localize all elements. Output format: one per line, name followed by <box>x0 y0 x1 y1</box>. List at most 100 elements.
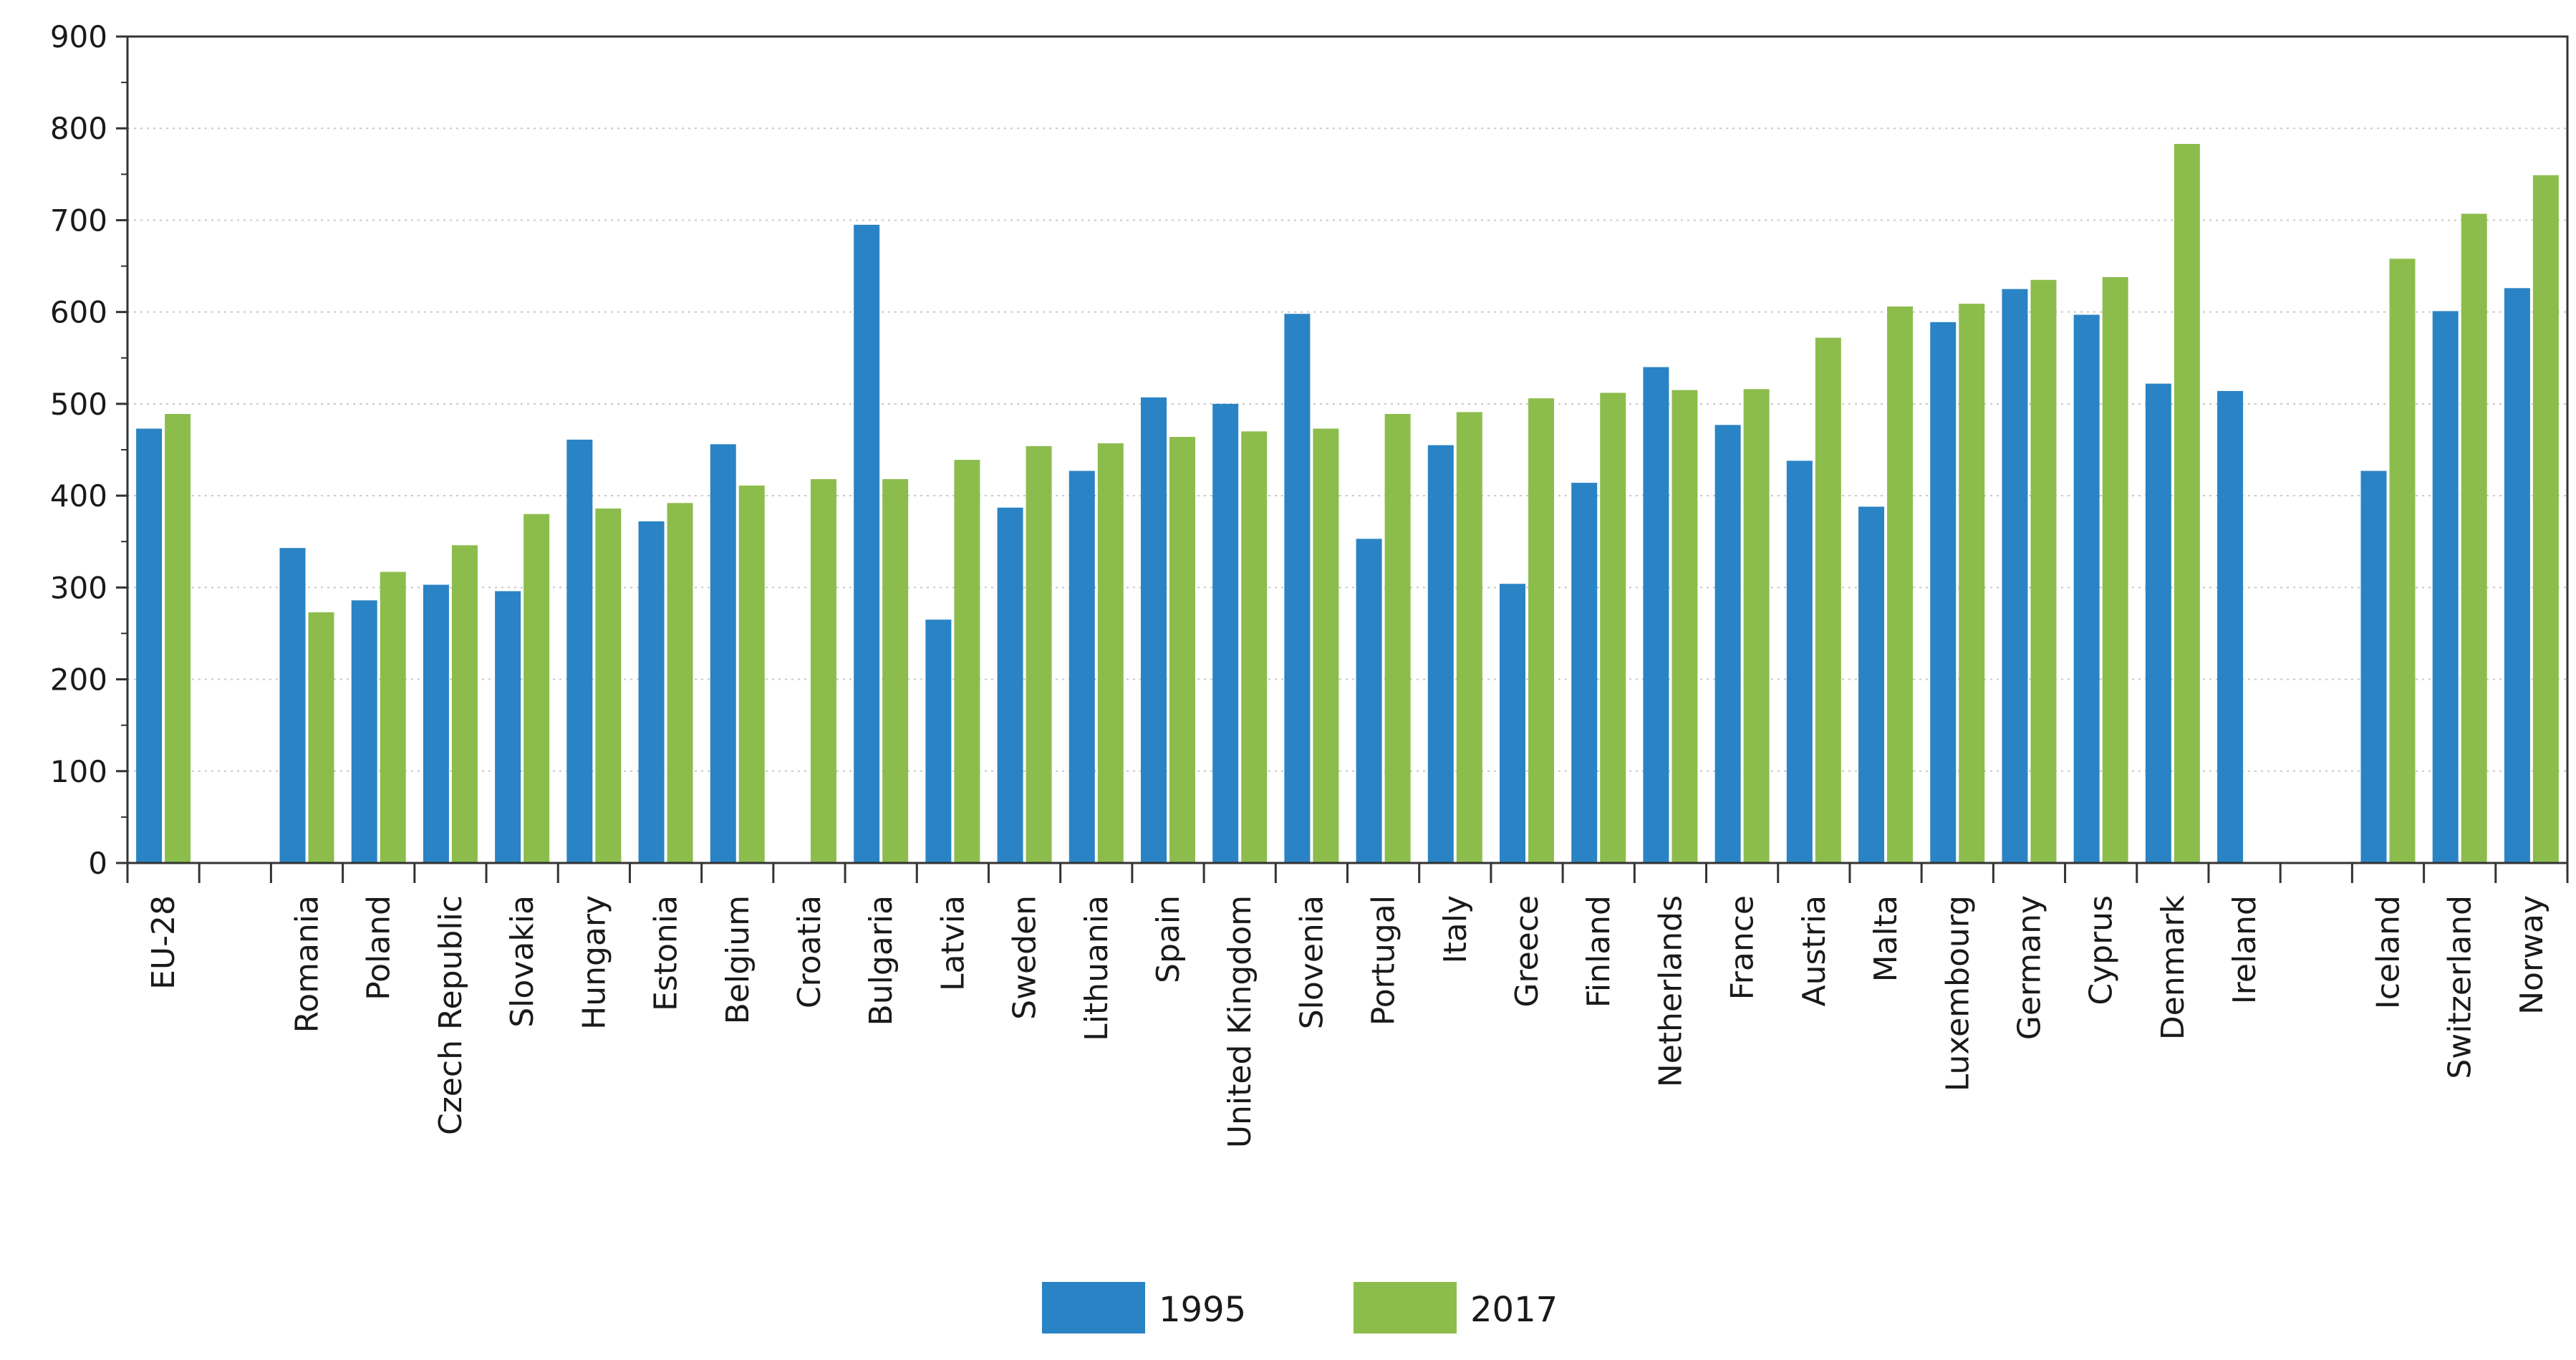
x-tick-label: Croatia <box>791 895 828 1008</box>
x-tick-label: Ireland <box>2227 895 2263 1004</box>
x-tick-label: Bulgaria <box>863 895 899 1026</box>
x-tick-label: United Kingdom <box>1222 895 1258 1148</box>
gridlines <box>127 127 2567 772</box>
y-tick-label: 500 <box>50 387 107 422</box>
y-tick-label: 0 <box>88 846 107 881</box>
x-tick-label: Malta <box>1868 895 1904 982</box>
bar-2017-croatia <box>810 479 836 863</box>
y-tick-label: 700 <box>50 203 107 238</box>
bar-2017-slovakia <box>524 513 550 863</box>
x-tick-label: Norway <box>2514 895 2550 1015</box>
bar-1995-italy <box>1427 445 1454 863</box>
bar-2017-sweden <box>1026 445 1052 863</box>
bar-2017-hungary <box>595 508 622 863</box>
x-tick-label: Hungary <box>576 895 612 1030</box>
bar-2017-denmark <box>2174 144 2200 863</box>
legend-label-1995: 1995 <box>1159 1290 1246 1330</box>
bar-1995-poland <box>351 600 377 863</box>
bar-2017-cyprus <box>2102 276 2128 863</box>
bar-2017-finland <box>1600 392 1626 863</box>
bar-2017-switzerland <box>2461 213 2487 864</box>
bar-1995-portugal <box>1356 539 1382 863</box>
bar-2017-latvia <box>954 460 980 863</box>
bar-2017-austria <box>1815 337 1841 864</box>
x-tick-label: Italy <box>1437 895 1474 963</box>
bar-2017-spain <box>1169 437 1195 863</box>
bar-1995-finland <box>1571 483 1598 863</box>
bar-2017-eu-28 <box>165 413 191 863</box>
x-tick-label: Netherlands <box>1652 895 1689 1087</box>
y-tick-label: 300 <box>50 570 107 605</box>
x-tick-label: Lithuania <box>1079 895 1115 1041</box>
bar-2017-greece <box>1528 398 1555 863</box>
x-tick-label: Cyprus <box>2083 895 2120 1005</box>
bar-2017-portugal <box>1384 413 1411 863</box>
legend-swatch-1995 <box>1042 1282 1145 1334</box>
bar-1995-united-kingdom <box>1212 403 1239 863</box>
x-tick-label: France <box>1724 895 1761 1000</box>
y-tick-label: 100 <box>50 754 107 789</box>
bar-2017-iceland <box>2389 259 2416 863</box>
legend: 1995 2017 <box>1042 1282 1558 1334</box>
bar-2017-slovenia <box>1313 428 1339 863</box>
bar-1995-switzerland <box>2432 311 2459 864</box>
legend-label-2017: 2017 <box>1470 1290 1558 1330</box>
bar-2017-bulgaria <box>882 479 909 863</box>
y-tick-label: 600 <box>50 295 107 330</box>
plot-frame <box>126 35 2569 864</box>
x-tick-label: Iceland <box>2370 895 2406 1009</box>
bar-2017-czech-republic <box>451 545 478 863</box>
y-axis: 0 100 200 300 400 500 600 700 800 900 <box>50 19 127 881</box>
y-tick-label: 800 <box>50 111 107 146</box>
x-tick-label: Luxembourg <box>1939 895 1976 1091</box>
bar-2017-lithuania <box>1097 443 1124 863</box>
axes-frame <box>126 35 2569 864</box>
x-axis-labels: EU-28 Romania Poland Czech Republic Slovakia… <box>126 863 2569 1148</box>
x-tick-label: Spain <box>1150 895 1187 983</box>
bar-1995-lithuania <box>1068 471 1095 863</box>
bar-1995-norway <box>2504 288 2530 864</box>
bar-1995-eu-28 <box>136 428 163 863</box>
bar-2017-germany <box>2030 279 2057 863</box>
x-tick-label: Poland <box>361 895 397 1000</box>
bar-1995-ireland <box>2217 390 2244 863</box>
bar-1995-belgium <box>710 444 736 863</box>
y-tick-label: 400 <box>50 478 107 513</box>
bar-1995-czech-republic <box>423 584 449 863</box>
bar-1995-estonia <box>638 521 665 863</box>
x-tick-label: Latvia <box>935 895 971 991</box>
bars <box>136 144 2559 864</box>
bar-1995-france <box>1714 425 1741 863</box>
bar-1995-germany <box>2002 289 2028 864</box>
bar-2017-luxembourg <box>1959 304 1985 863</box>
x-tick-label: Slovenia <box>1293 895 1330 1029</box>
bar-2017-estonia <box>667 503 693 863</box>
x-tick-label: Austria <box>1796 895 1833 1006</box>
x-tick-label: Portugal <box>1366 895 1402 1026</box>
bar-2017-belgium <box>738 486 765 863</box>
bar-2017-united-kingdom <box>1241 431 1268 863</box>
x-tick-label: Finland <box>1581 895 1617 1008</box>
x-tick-label: Sweden <box>1007 895 1043 1020</box>
bar-1995-iceland <box>2360 471 2387 863</box>
x-tick-label: Germany <box>2011 895 2047 1040</box>
x-tick-label: Estonia <box>648 895 685 1011</box>
bar-2017-malta <box>1887 306 1914 863</box>
x-tick-label: Romania <box>289 895 326 1033</box>
bar-1995-slovenia <box>1284 314 1311 864</box>
bar-1995-austria <box>1786 460 1813 863</box>
bar-1995-romania <box>279 548 306 863</box>
x-tick-label: Switzerland <box>2442 895 2479 1079</box>
bar-1995-latvia <box>925 619 952 863</box>
x-tick-label: Greece <box>1509 895 1545 1008</box>
legend-swatch-2017 <box>1354 1282 1457 1334</box>
bar-1995-netherlands <box>1643 367 1669 863</box>
bar-2017-norway <box>2532 175 2559 864</box>
bar-1995-bulgaria <box>854 224 880 863</box>
bar-2017-romania <box>308 612 334 863</box>
y-tick-label: 900 <box>50 19 107 54</box>
bar-1995-denmark <box>2145 383 2171 863</box>
y-tick-label: 200 <box>50 662 107 698</box>
x-tick-label: Czech Republic <box>433 895 469 1135</box>
